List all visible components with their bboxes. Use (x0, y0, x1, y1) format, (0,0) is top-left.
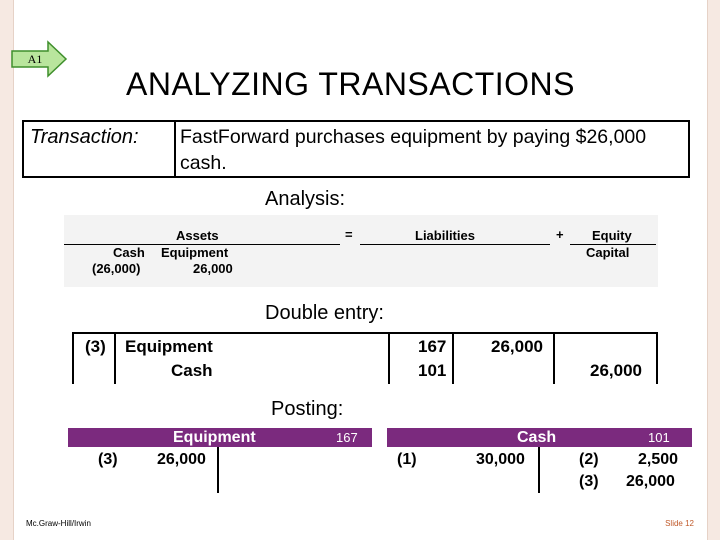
publisher-footer: Mc.Graw-Hill/Irwin (26, 519, 91, 528)
transaction-label: Transaction: (30, 126, 139, 148)
liabilities-rule (360, 244, 550, 245)
journal-divider (553, 334, 555, 384)
transaction-box: Transaction: FastForward purchases equip… (22, 120, 690, 178)
cash-column-label: Cash (113, 245, 145, 260)
journal-debit-amount: 26,000 (491, 337, 543, 356)
slide-number: Slide 12 (665, 519, 694, 528)
cash-ledger-header: Cash 101 (387, 428, 692, 447)
right-border (707, 0, 720, 540)
capital-column-label: Capital (586, 245, 630, 260)
a1-arrow-icon[interactable] (10, 40, 68, 78)
cash-change-value: (26,000) (92, 261, 141, 276)
equipment-debit-ref: (3) (98, 451, 118, 468)
cash-credit-ref: (2) (579, 451, 599, 468)
equipment-column-label: Equipment (161, 245, 229, 260)
double-entry-label: Double entry: (265, 302, 384, 324)
plus-sign: + (556, 227, 564, 242)
equipment-ledger-header: Equipment 167 (68, 428, 372, 447)
equity-heading: Equity (592, 228, 632, 243)
journal-divider (114, 334, 116, 384)
journal-entry: (3) Equipment Cash 167 101 26,000 26,000 (72, 332, 658, 384)
journal-divider (452, 334, 454, 384)
cash-debit-amount: 30,000 (476, 451, 525, 468)
cash-ledger-stem (538, 447, 540, 493)
equipment-ledger-number: 167 (336, 430, 358, 445)
equity-rule (570, 244, 656, 245)
transaction-divider (174, 122, 176, 176)
equals-sign: = (345, 227, 353, 242)
left-border (0, 0, 14, 540)
journal-debit-account: Equipment (125, 337, 213, 356)
accounting-equation-panel: Assets = Liabilities + Equity Cash Equip… (64, 215, 658, 287)
cash-debit-ref: (1) (397, 451, 417, 468)
assets-rule (64, 244, 340, 245)
cash-credit-ref: (3) (579, 473, 599, 490)
journal-credit-amount: 26,000 (590, 361, 642, 380)
journal-credit-ref: 101 (418, 361, 447, 380)
cash-ledger-number: 101 (648, 430, 670, 445)
a1-badge-label[interactable]: A1 (27, 52, 43, 66)
journal-credit-account: Cash (171, 361, 213, 380)
journal-debit-ref: 167 (418, 337, 447, 356)
slide-title: ANALYZING TRANSACTIONS (126, 66, 575, 102)
transaction-description: FastForward purchases equipment by payin… (180, 126, 647, 174)
liabilities-heading: Liabilities (415, 228, 475, 243)
journal-divider (388, 334, 390, 384)
equipment-change-value: 26,000 (193, 261, 233, 276)
equipment-ledger-stem (217, 447, 219, 493)
analysis-label: Analysis: (265, 188, 346, 210)
cash-ledger-title: Cash (517, 429, 557, 446)
assets-heading: Assets (176, 228, 219, 243)
posting-label: Posting: (271, 398, 344, 420)
cash-credit-amount: 26,000 (626, 473, 675, 490)
equipment-ledger-title: Equipment (173, 429, 256, 446)
equipment-debit-amount: 26,000 (157, 451, 206, 468)
cash-credit-amount: 2,500 (638, 451, 679, 468)
journal-entry-number: (3) (85, 337, 106, 356)
